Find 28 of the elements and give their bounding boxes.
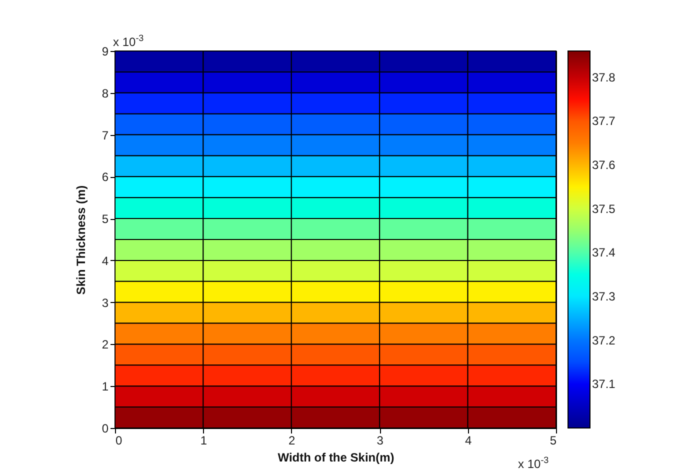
text: x 10$^{-3}$ (518, 455, 549, 471)
x-tick-label: 3 (376, 434, 384, 448)
y-tick-label: 6 (102, 170, 109, 184)
y-tick-label: 8 (102, 86, 109, 100)
x-axis-title: Width of the Skin(m) (278, 450, 394, 464)
y-tick-label: 5 (102, 212, 109, 226)
y-tick-label: 3 (102, 296, 109, 310)
color-bar-label: 37.3 (592, 289, 616, 304)
y-axis-title: Skin Thickness (m) (74, 185, 88, 295)
y-tick-label: 0 (102, 422, 109, 436)
y-tick-label: 9 (102, 44, 109, 58)
y-tick-label: 2 (102, 338, 109, 352)
color-bar-label: 37.4 (592, 246, 616, 260)
color-bar-label: 37.7 (592, 114, 616, 128)
color-bar-label: 37.6 (592, 158, 616, 172)
color-bar-label: 37.1 (592, 377, 616, 392)
x-tick-label: 1 (200, 434, 208, 448)
y-tick-label: 1 (102, 380, 109, 394)
y-tick-label: 7 (102, 128, 109, 142)
color-bar-label: 37.5 (592, 202, 616, 216)
text: x 10$^{-3}$ (113, 33, 144, 49)
x-tick-label: 0 (116, 434, 122, 448)
y-tick-label: 4 (102, 254, 109, 268)
color-bar-label: 37.2 (592, 333, 616, 348)
x-tick-label: 4 (464, 434, 472, 448)
x-tick-label: 2 (288, 434, 296, 448)
color-bar-label: 37.8 (592, 70, 616, 84)
x-tick-label: 5 (550, 434, 557, 448)
